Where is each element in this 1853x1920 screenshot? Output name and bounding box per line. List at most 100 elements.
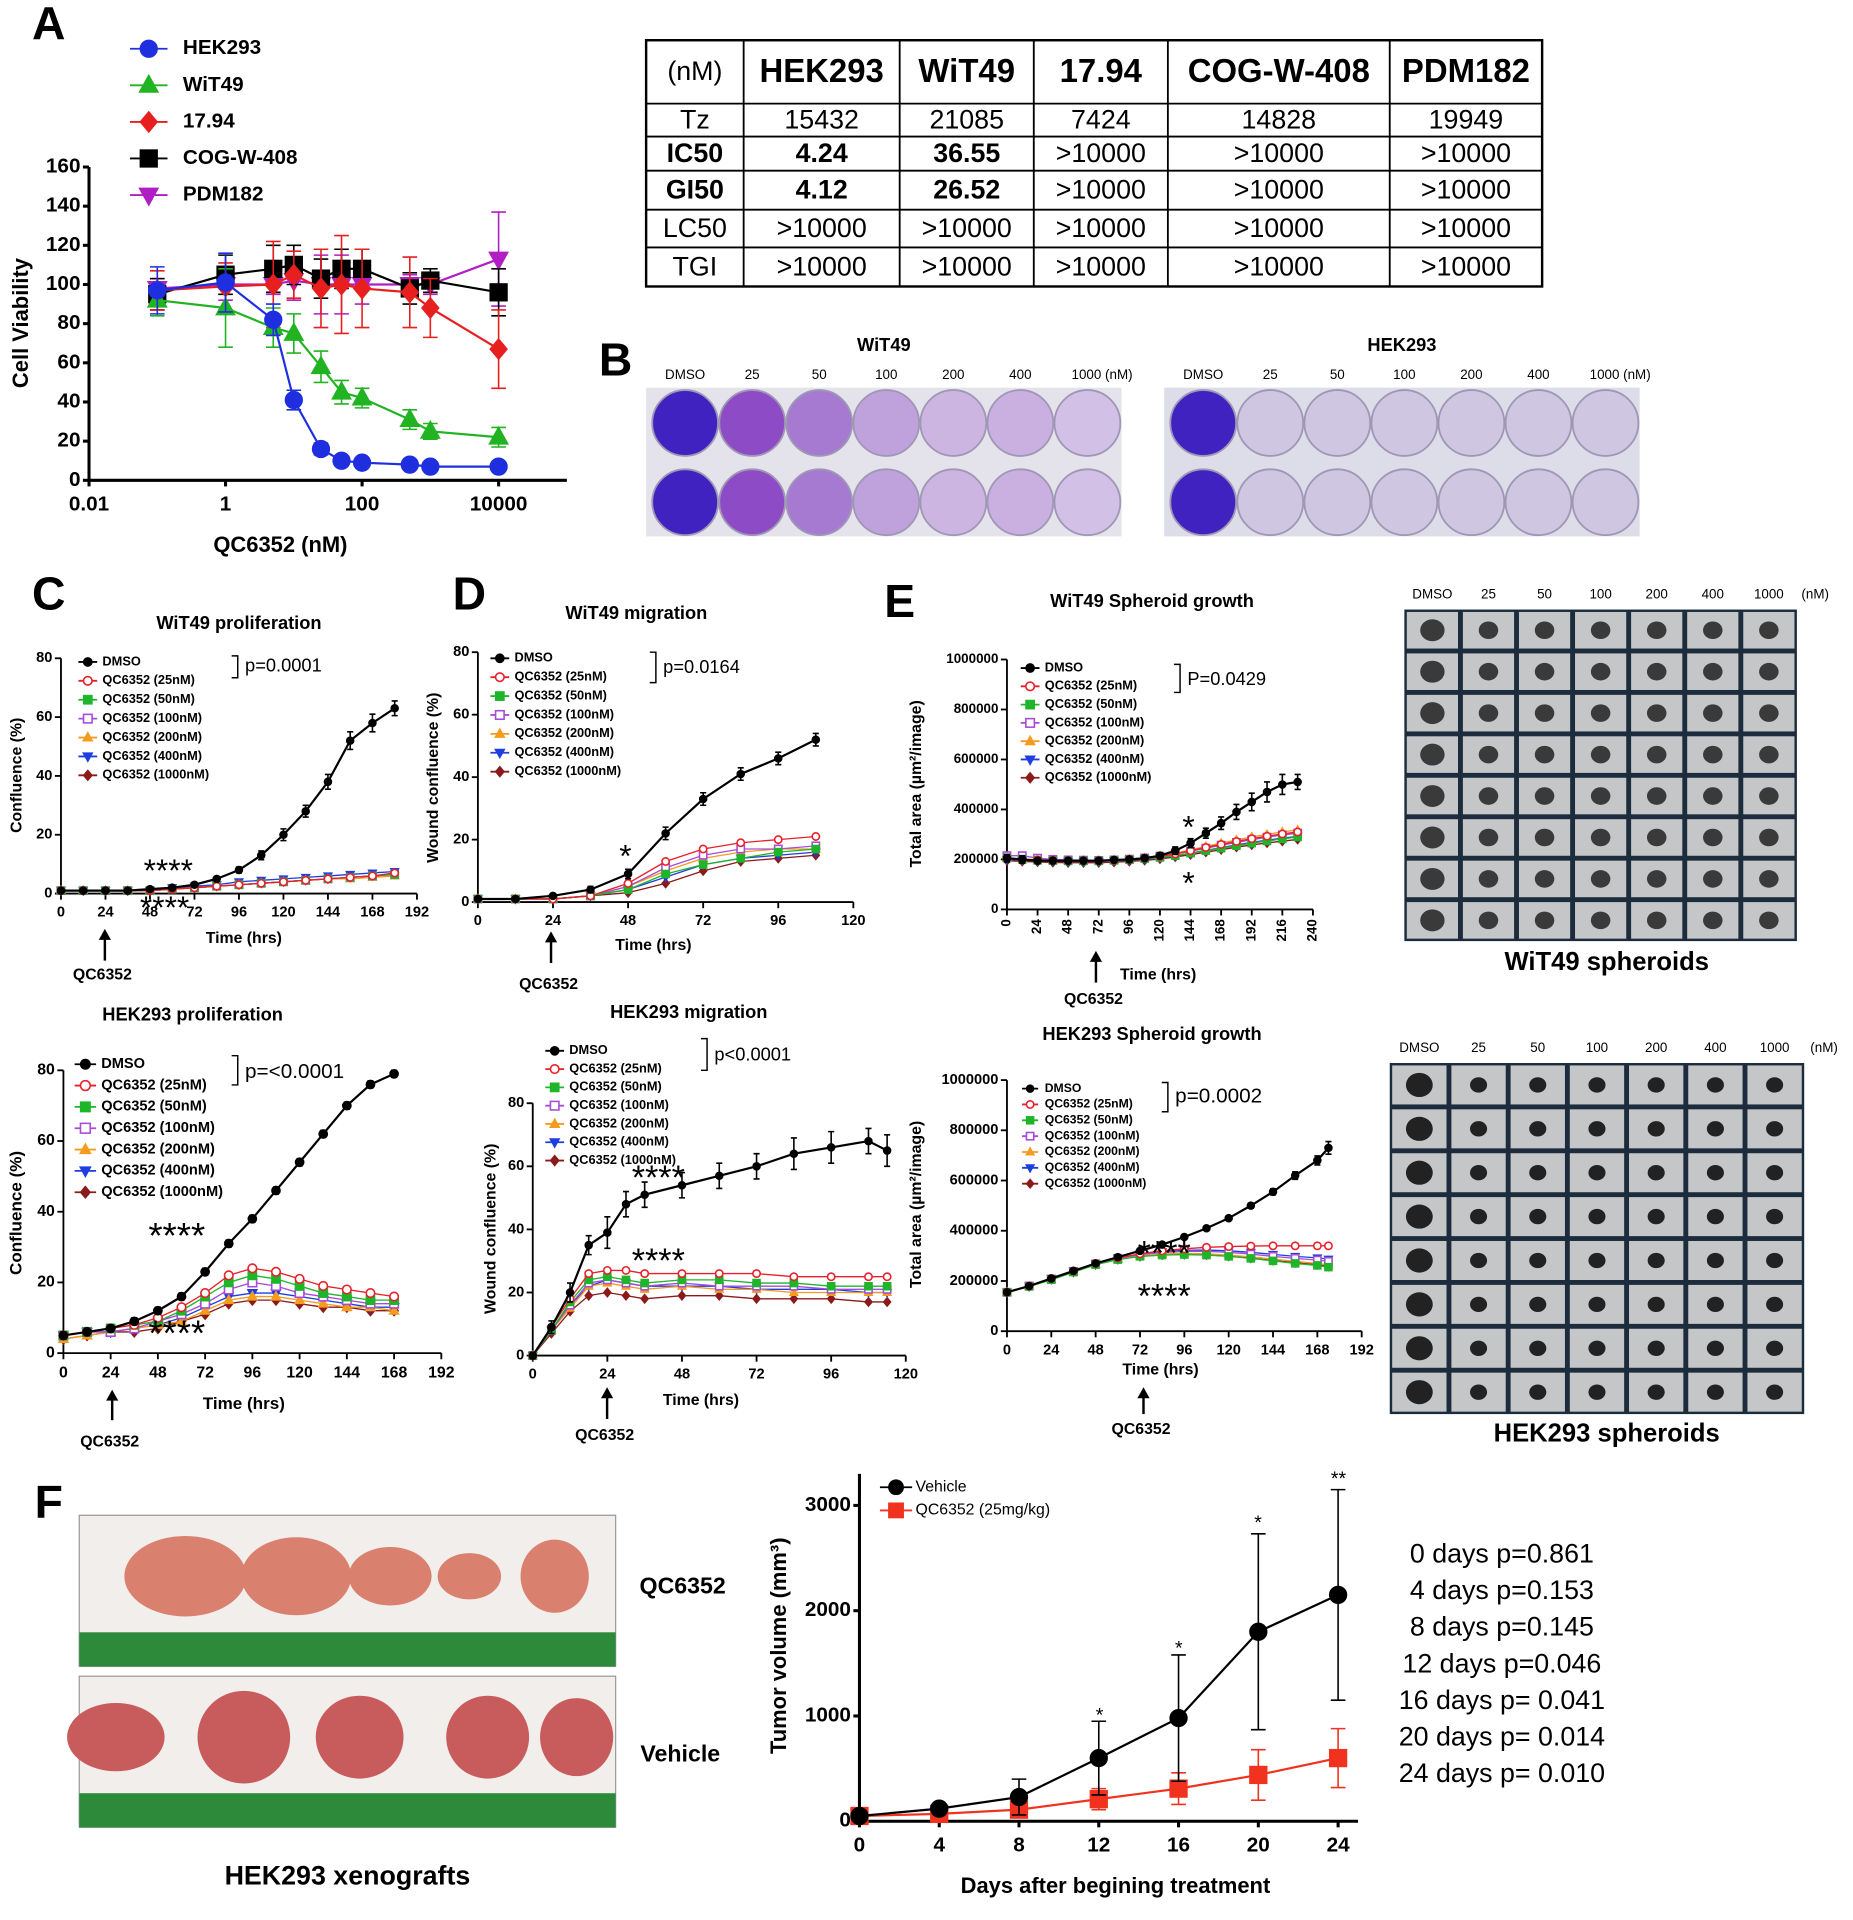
x-tick-label: 240 <box>1304 919 1319 941</box>
legend-label: QC6352 (1000nM) <box>1045 769 1152 784</box>
marker <box>1024 755 1036 766</box>
marker <box>789 1149 799 1158</box>
x-tick-label: 24 <box>1029 919 1044 934</box>
marker <box>736 854 745 863</box>
y-tick-label: 200000 <box>950 1273 999 1289</box>
spheroid <box>1759 745 1779 764</box>
well <box>1236 389 1305 457</box>
table-cell: >10000 <box>1056 174 1146 204</box>
marker <box>1262 831 1272 841</box>
marker <box>1002 853 1012 863</box>
tumor <box>315 1695 404 1779</box>
marker <box>421 457 440 476</box>
table-cell: IC50 <box>667 138 724 168</box>
marker <box>1025 1164 1036 1174</box>
marker <box>661 878 671 889</box>
marker <box>331 380 352 400</box>
x-tick-label: 100 <box>345 493 380 516</box>
marker <box>101 886 110 895</box>
marker <box>882 1146 892 1155</box>
x-tick-label: 16 <box>1167 1833 1190 1856</box>
marker <box>1033 856 1042 865</box>
marker <box>811 735 821 744</box>
marker <box>1246 1254 1256 1263</box>
marker <box>752 1162 761 1171</box>
table-cell: >10000 <box>1234 251 1324 281</box>
annotation: * <box>1175 1638 1183 1660</box>
legend-label: QC6352 (25nM) <box>102 672 194 687</box>
marker <box>1249 1765 1268 1785</box>
marker <box>698 794 708 804</box>
marker <box>864 1281 873 1291</box>
spheroid <box>1470 1340 1488 1356</box>
marker <box>139 39 158 58</box>
marker <box>1025 1131 1035 1141</box>
marker <box>1169 1708 1188 1728</box>
spheroid <box>1647 1208 1665 1225</box>
table-header: WiT49 <box>918 52 1015 89</box>
x-tick-label: 48 <box>1088 1342 1104 1358</box>
legend-label: QC6352 (1000nM) <box>514 763 621 778</box>
p-value: 0 days p=0.861 <box>1410 1539 1594 1569</box>
marker <box>549 1045 560 1056</box>
marker <box>494 653 505 664</box>
legend-label: QC6352 (400nM) <box>569 1134 669 1149</box>
table-cell: >10000 <box>1421 138 1511 168</box>
spheroid <box>1703 745 1723 764</box>
x-tick-label: 0 <box>854 1833 866 1856</box>
x-tick-label: 4 <box>933 1833 945 1856</box>
chart-title: HEK293 migration <box>610 1001 767 1022</box>
marker <box>56 886 66 895</box>
marker <box>1157 1240 1167 1249</box>
marker <box>677 1269 687 1279</box>
marker <box>1025 771 1036 784</box>
marker <box>1047 1274 1056 1283</box>
marker <box>293 1293 306 1305</box>
marker <box>78 1142 92 1155</box>
marker <box>788 1286 799 1297</box>
spheroid <box>1478 828 1499 847</box>
marker <box>584 1290 594 1301</box>
marker <box>105 1323 116 1334</box>
dose-label: 200 <box>1645 1040 1667 1055</box>
spheroid <box>1646 787 1667 805</box>
y-axis-label: Cell Viability <box>8 257 33 388</box>
spheroid <box>1534 621 1555 640</box>
marker <box>223 1293 235 1305</box>
y-tick-label: 80 <box>37 1062 55 1079</box>
spheroid <box>1703 621 1723 640</box>
well <box>785 389 854 457</box>
marker <box>1125 855 1134 864</box>
spheroid <box>1534 911 1555 930</box>
spheroid <box>1420 909 1445 932</box>
marker <box>190 880 199 890</box>
dose-label: 50 <box>1530 1040 1545 1055</box>
marker <box>123 886 132 895</box>
legend-label: QC6352 (400nM) <box>101 1163 215 1179</box>
legend-label: QC6352 (200nM) <box>101 1141 215 1157</box>
well <box>651 389 719 457</box>
dose-label: 100 <box>1589 586 1611 601</box>
y-axis-label: Confluence (%) <box>7 1151 26 1275</box>
well <box>1169 468 1238 537</box>
well <box>919 389 988 457</box>
marker <box>789 1293 799 1305</box>
annotation: P=0.0429 <box>1187 668 1266 689</box>
arrow-label: QC6352 <box>575 1427 634 1444</box>
x-tick-label: 72 <box>186 905 202 921</box>
x-tick-label: 24 <box>545 913 562 929</box>
table-header: (nM) <box>667 56 722 86</box>
spheroid <box>1478 704 1499 722</box>
marker <box>549 1154 560 1167</box>
spheroid <box>1470 1077 1488 1093</box>
marker <box>1231 836 1241 846</box>
well <box>1053 468 1122 537</box>
spheroid <box>1646 662 1667 681</box>
marker <box>826 1293 836 1305</box>
marker <box>882 1296 892 1308</box>
p-value: 16 days p= 0.041 <box>1399 1685 1605 1715</box>
marker <box>1109 855 1119 865</box>
marker <box>389 1291 400 1302</box>
y-tick-label: 20 <box>36 827 52 843</box>
legend-label: QC6352 (1000nM) <box>101 1184 223 1200</box>
